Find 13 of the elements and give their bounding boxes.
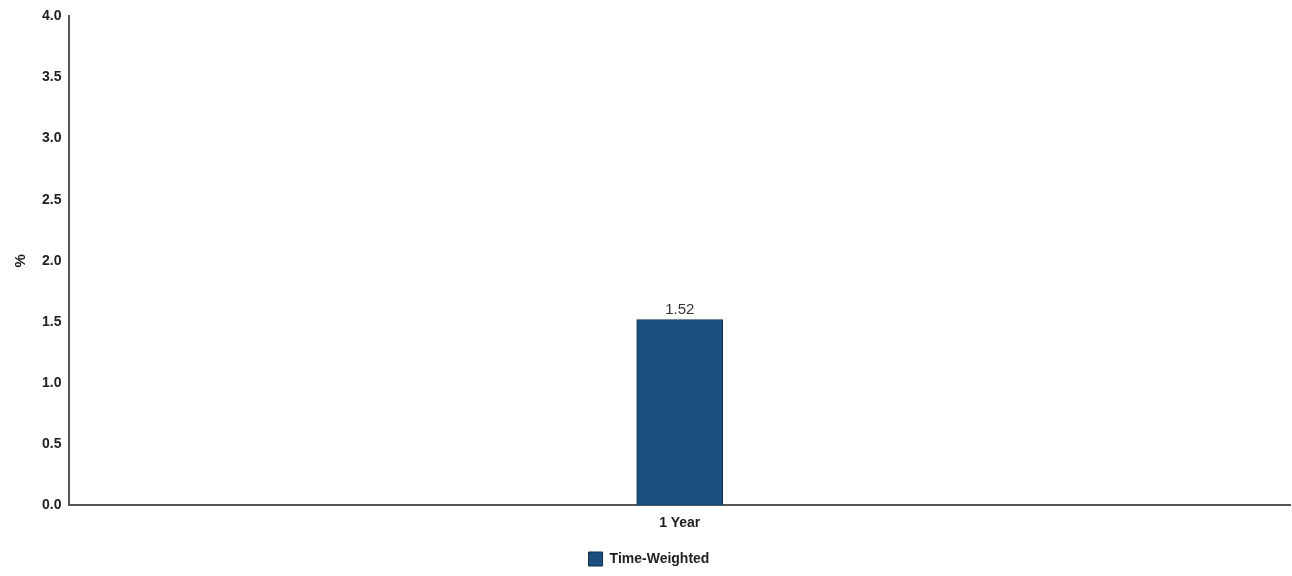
y-tick-label: 0.0	[41, 496, 62, 513]
y-tick-label: 2.0	[41, 251, 62, 268]
y-tick-label: 1.5	[41, 312, 62, 329]
data-label: 1.52	[665, 300, 695, 318]
y-tick-label: 1.0	[41, 373, 62, 390]
y-tick-label: 4.0	[41, 7, 62, 24]
x-tick-label: 1 Year	[659, 514, 701, 531]
legend-label: Time-Weighted	[609, 549, 710, 566]
y-tick-label: 3.0	[41, 129, 62, 146]
y-tick-label: 2.5	[41, 190, 62, 207]
y-tick-label: 3.5	[41, 68, 62, 85]
y-tick-label: 0.5	[41, 434, 62, 451]
y-axis-title: %	[11, 254, 29, 268]
